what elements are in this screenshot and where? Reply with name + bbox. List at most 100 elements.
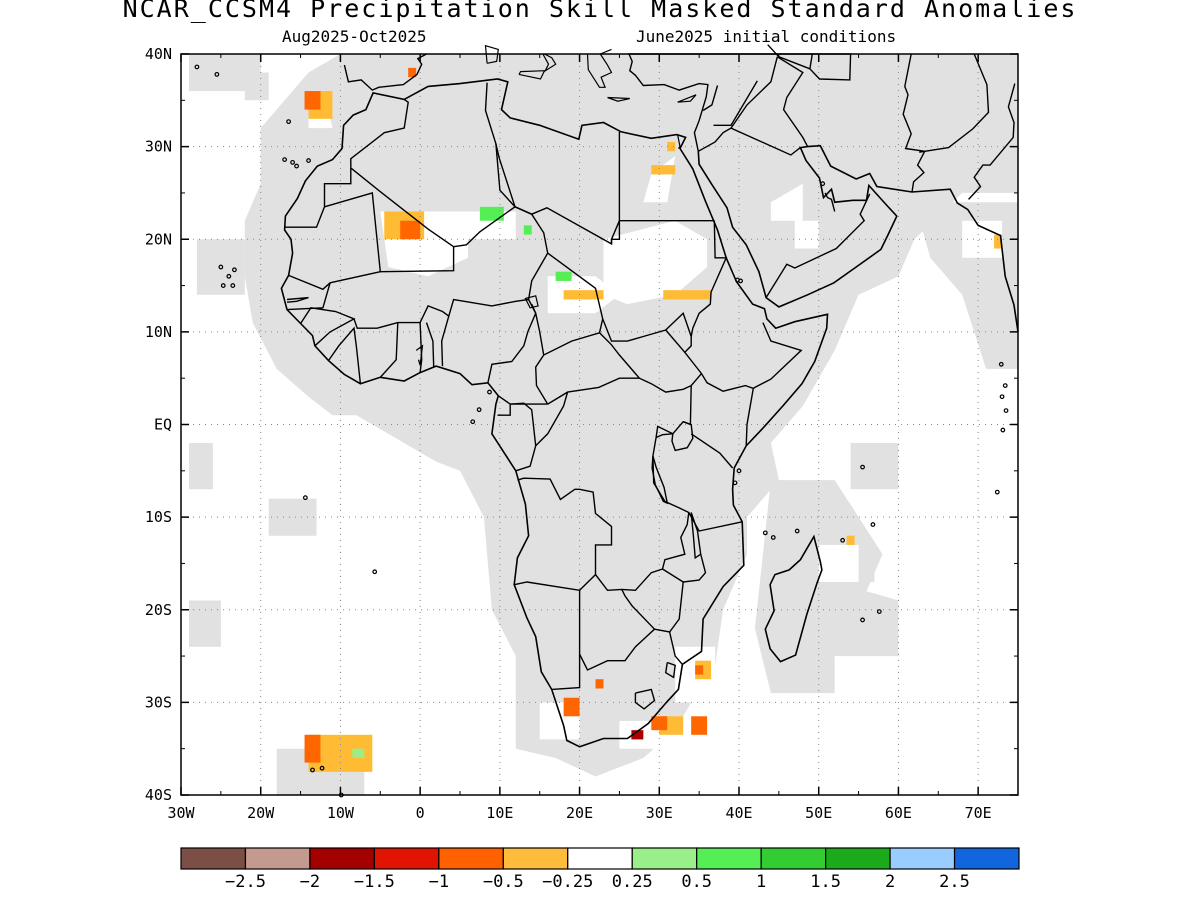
anomaly-patch <box>663 290 712 300</box>
anomaly-patch <box>523 225 532 235</box>
cyprus-coastline <box>677 94 697 103</box>
colorbar-swatch <box>567 847 633 870</box>
colorbar-swatch <box>760 847 827 870</box>
country-border-38 <box>419 322 423 373</box>
anomaly-patch <box>400 220 421 240</box>
island-dot <box>998 361 1004 367</box>
lat-tick-label: 10N <box>145 323 172 341</box>
anomaly-patch <box>667 141 676 152</box>
colorbar-label: −1 <box>429 872 449 892</box>
lat-tick-label: 20S <box>145 601 172 619</box>
lake-malawi <box>690 512 702 560</box>
island-dot <box>820 181 826 187</box>
mask-region-1 <box>754 480 899 694</box>
anomaly-patch <box>651 716 668 731</box>
me-border-9 <box>919 53 990 153</box>
colorbar-swatch <box>953 847 1020 870</box>
colorbar-label: 0.5 <box>681 872 712 892</box>
island-dot <box>319 765 325 771</box>
lon-tick-label: 10W <box>327 804 355 822</box>
country-border-34 <box>300 307 356 347</box>
me-border-1 <box>713 80 758 127</box>
me-border-10 <box>968 83 1016 200</box>
country-border-32 <box>664 661 676 679</box>
anomaly-patch <box>994 234 1003 249</box>
me-border-4 <box>765 193 871 298</box>
lat-tick-label: EQ <box>154 416 172 434</box>
country-border-11 <box>665 329 686 353</box>
country-border-21 <box>682 385 692 426</box>
island-dot <box>994 489 1000 495</box>
no-skill-area-11 <box>818 544 859 582</box>
island-dot <box>194 64 200 70</box>
anomaly-patches <box>304 67 1003 772</box>
anomaly-patch <box>691 716 708 735</box>
colorbar-swatch <box>244 847 311 870</box>
me-border-3 <box>702 85 719 112</box>
colorbar-label: −0.5 <box>483 872 524 892</box>
coastlines-borders <box>194 44 1019 798</box>
lon-tick-label: 60E <box>885 804 912 822</box>
country-border-25 <box>662 554 707 583</box>
no-skill-area-12 <box>962 220 1003 258</box>
country-border-23 <box>745 388 754 446</box>
arabia-coastline <box>697 144 1019 333</box>
country-border-24 <box>688 512 743 532</box>
colorbar-swatch <box>825 847 891 870</box>
island-dot <box>762 530 768 536</box>
lon-tick-label: 40E <box>725 804 752 822</box>
suez-coastline <box>677 134 681 149</box>
lat-tick-label: 20N <box>145 230 172 248</box>
island-dot <box>470 419 476 425</box>
mask-region-7 <box>196 239 245 295</box>
country-border-8 <box>353 206 549 329</box>
island-dot <box>302 495 308 501</box>
island-dot <box>487 389 492 395</box>
lon-tick-label: 30E <box>646 804 673 822</box>
island-dot <box>294 163 299 169</box>
country-border-12 <box>610 220 621 244</box>
madagascar-coastline <box>764 534 823 663</box>
island-dot <box>286 119 292 125</box>
colorbar-swatch <box>502 847 569 870</box>
colorbar-label: 1.5 <box>810 872 841 892</box>
anomaly-patch <box>408 67 417 78</box>
anomaly-patch <box>479 206 504 221</box>
anomaly-patch <box>555 271 572 281</box>
no-skill-area-6 <box>794 220 819 249</box>
colorbar-swatch <box>438 847 504 870</box>
island-dot <box>290 159 296 165</box>
anomaly-patch <box>631 730 644 740</box>
sicily-coastline <box>518 70 546 80</box>
country-border-3 <box>288 191 382 291</box>
mask-region-5 <box>189 600 221 647</box>
country-border-26 <box>514 574 596 592</box>
country-border-37 <box>379 322 399 378</box>
country-border-2 <box>350 98 409 168</box>
island-dot <box>230 283 236 288</box>
country-border-1 <box>284 167 352 228</box>
country-border-40 <box>440 315 450 367</box>
anomaly-patch <box>304 91 321 110</box>
island-dot <box>770 535 776 540</box>
colorbar-swatch <box>309 847 375 870</box>
map-title: NCAR_CCSM4 Precipitation Skill Masked St… <box>122 0 1078 23</box>
colorbar-label: 2.5 <box>939 872 970 892</box>
country-border-14 <box>599 332 703 393</box>
mask-region-10 <box>850 443 899 490</box>
crete-coastline <box>607 96 630 102</box>
island-dot <box>999 394 1005 400</box>
country-border-42 <box>527 299 545 356</box>
italy-coastline <box>542 53 557 73</box>
country-border-39 <box>425 322 435 368</box>
lat-tick-label: 40N <box>145 45 172 63</box>
color-bar: −2.5 −2 −1.5 −1 −0.5 −0.25 0.25 0.5 1 1.5 2 2.5 <box>180 847 1020 892</box>
country-border-15 <box>547 377 640 405</box>
levant-coastline <box>627 53 852 152</box>
colorbar-swatch <box>373 847 440 870</box>
island-dot <box>310 767 315 773</box>
country-border-35 <box>286 282 331 311</box>
country-border-9 <box>534 252 604 405</box>
country-border-19 <box>517 425 690 592</box>
